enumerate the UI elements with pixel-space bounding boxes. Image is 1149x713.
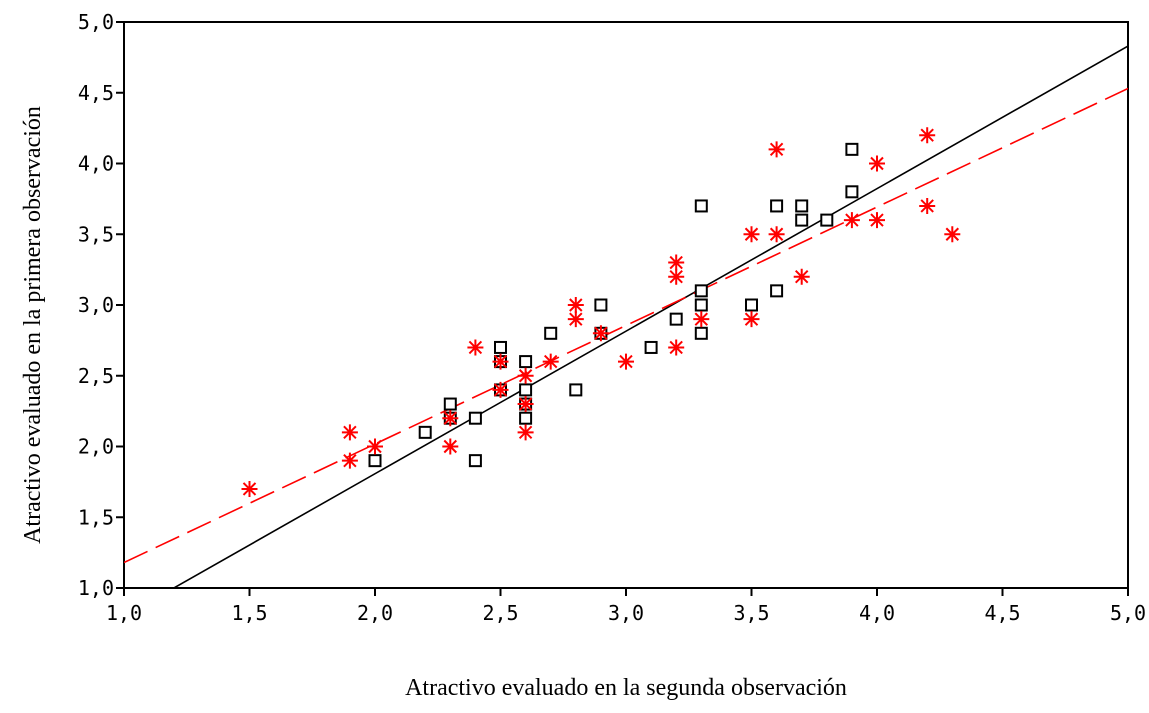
data-point-asterisk	[467, 339, 484, 356]
y-tick-label: 2,5	[78, 364, 114, 388]
data-point-asterisk	[668, 268, 685, 285]
x-tick-label: 1,5	[231, 601, 267, 625]
data-point-square	[845, 185, 859, 199]
data-point-square	[494, 340, 507, 354]
data-point-square	[418, 425, 432, 439]
x-tick-label: 3,0	[608, 601, 644, 625]
data-point-asterisk	[919, 127, 936, 144]
data-point-asterisk	[567, 297, 584, 313]
y-tick-label: 3,0	[78, 293, 114, 317]
x-axis-label: Atractivo evaluado en la segunda observa…	[405, 675, 847, 701]
data-point-asterisk	[743, 311, 760, 328]
data-point-square	[443, 397, 457, 411]
data-point-asterisk	[442, 438, 459, 455]
y-tick-label: 5,0	[78, 10, 114, 34]
data-point-asterisk	[743, 226, 760, 243]
data-point-asterisk	[492, 353, 509, 370]
plot-area: 1,0 1,5 2,0 2,5 3,0 3,5 4,0 4,5 5,0 1,0 1,5 2,0 2,5 3…	[78, 10, 1146, 625]
data-point-asterisk	[492, 381, 509, 398]
data-point-asterisk	[517, 396, 534, 413]
data-point-square	[694, 326, 708, 340]
data-point-asterisk	[341, 452, 358, 469]
data-point-asterisk	[341, 424, 358, 441]
y-tick-label: 1,5	[78, 505, 114, 529]
y-tick-label: 2,0	[78, 435, 114, 459]
data-point-asterisk	[668, 254, 685, 271]
x-tick-label: 2,0	[357, 601, 393, 625]
data-point-square	[594, 298, 608, 312]
data-point-asterisk	[768, 141, 785, 158]
data-point-square	[644, 340, 658, 354]
data-point-square	[519, 383, 533, 397]
data-point-asterisk	[567, 311, 584, 328]
data-point-square	[694, 298, 708, 312]
x-tick-label: 5,0	[1110, 601, 1146, 625]
data-point-square	[368, 454, 382, 468]
plot-frame	[123, 21, 1129, 589]
x-tick-label: 4,5	[984, 601, 1020, 625]
y-tick-label: 1,0	[78, 576, 114, 600]
data-point-square	[544, 326, 558, 340]
data-point-square	[569, 383, 583, 397]
data-point-asterisk	[542, 353, 559, 370]
data-point-asterisk	[944, 226, 961, 243]
data-point-square	[669, 312, 683, 326]
fit-line-series-1	[172, 45, 1128, 588]
data-point-square	[770, 199, 784, 213]
data-point-asterisk	[693, 311, 710, 328]
data-point-asterisk	[442, 410, 459, 427]
fit-line-series-2	[124, 87, 1128, 564]
data-point-square	[468, 411, 482, 425]
x-tick-label: 3,5	[733, 601, 769, 625]
data-point-asterisk	[869, 155, 885, 172]
data-point-asterisk	[367, 438, 383, 455]
x-tick-label: 2,5	[482, 601, 518, 625]
data-point-asterisk	[768, 226, 785, 243]
data-point-asterisk	[869, 212, 885, 229]
data-point-square	[519, 355, 533, 369]
data-point-asterisk	[843, 212, 860, 229]
data-point-square	[845, 142, 859, 156]
y-tick-label: 4,0	[78, 152, 114, 176]
data-point-asterisk	[793, 268, 810, 285]
data-point-asterisk	[517, 424, 534, 441]
data-point-asterisk	[241, 480, 258, 497]
data-point-asterisk	[517, 367, 534, 384]
data-point-asterisk	[592, 325, 609, 342]
data-point-asterisk	[668, 339, 685, 356]
data-point-square	[468, 454, 482, 468]
data-point-asterisk	[618, 353, 634, 370]
data-point-asterisk	[919, 197, 936, 214]
y-tick-label: 4,5	[78, 81, 114, 105]
x-tick-label: 4,0	[859, 601, 895, 625]
y-axis-label: Atractivo evaluado en la primera observa…	[20, 106, 46, 544]
data-point-square	[519, 411, 533, 425]
data-point-square	[694, 199, 708, 213]
data-point-square	[745, 298, 758, 312]
data-point-square	[820, 213, 834, 227]
data-point-square	[694, 284, 708, 298]
data-point-square	[770, 284, 784, 298]
x-tick-label: 1,0	[106, 601, 142, 625]
y-tick-label: 3,5	[78, 222, 114, 246]
data-point-square	[795, 213, 809, 227]
data-point-square	[795, 199, 809, 213]
